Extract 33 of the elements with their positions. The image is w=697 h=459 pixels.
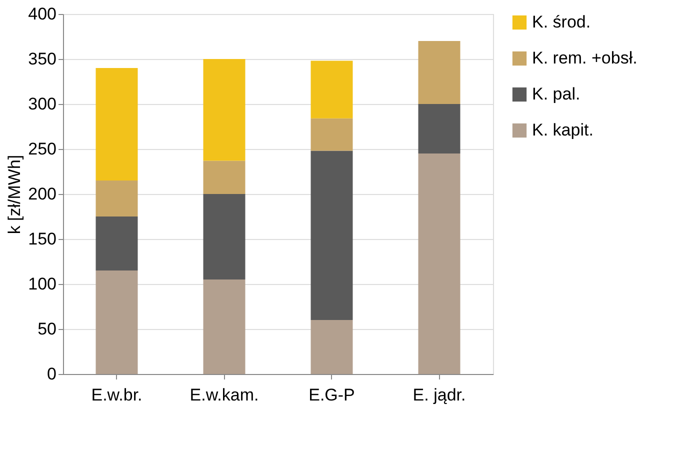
legend-label: K. kapit. <box>532 120 594 140</box>
bar <box>310 320 353 374</box>
bar <box>418 104 460 154</box>
bar <box>203 59 246 161</box>
bar <box>203 280 246 374</box>
bar <box>418 154 460 374</box>
x-tick-label: E. jądr. <box>412 386 466 404</box>
y-tick-label: 250 <box>28 140 56 158</box>
y-tick-label: 0 <box>47 364 56 384</box>
y-tick-label: 300 <box>28 94 56 114</box>
y-tick-label: 400 <box>28 4 56 24</box>
bar <box>310 60 353 118</box>
bar <box>310 118 353 151</box>
bar <box>96 68 138 180</box>
x-tick-label: E.w.br. <box>91 386 142 404</box>
bar <box>203 160 246 194</box>
x-tick-label: E.w.kam. <box>190 386 259 404</box>
legend-label: K. rem. +obsł. <box>532 48 638 68</box>
y-tick-label: 100 <box>28 274 56 294</box>
bar <box>96 270 138 374</box>
y-tick-label: 50 <box>38 320 56 338</box>
legend-label: K. środ. <box>532 12 591 32</box>
bar <box>96 180 138 216</box>
bar <box>203 194 246 280</box>
y-tick-label: 350 <box>28 50 56 68</box>
y-tick-label: 150 <box>28 230 56 248</box>
y-tick-label: 200 <box>28 184 56 204</box>
y-axis-title: k [zł/MWh] <box>5 154 24 234</box>
bar <box>96 216 138 270</box>
bar <box>418 41 460 104</box>
legend-label: K. pal. <box>532 84 580 104</box>
x-tick-label: E.G-P <box>308 386 355 404</box>
bar <box>310 150 353 320</box>
